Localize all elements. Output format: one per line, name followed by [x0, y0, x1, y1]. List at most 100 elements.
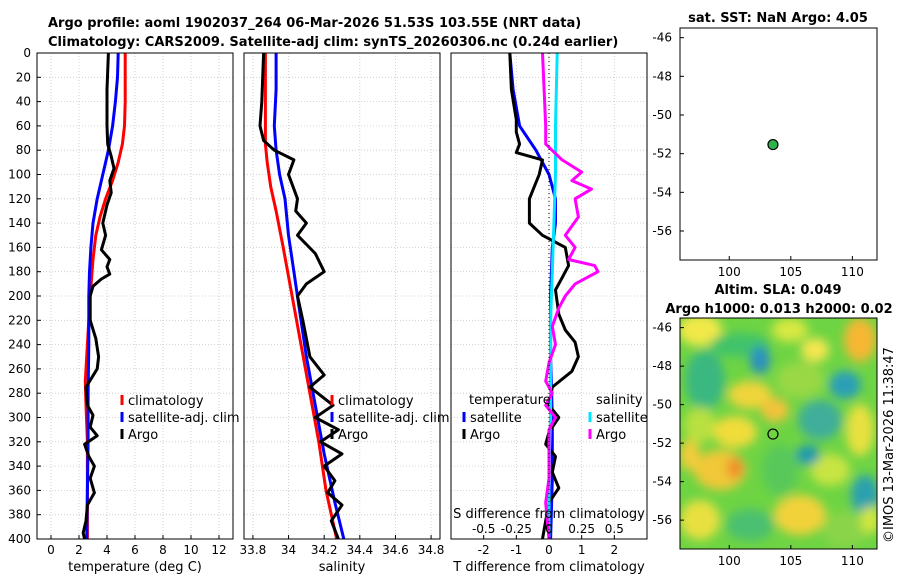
y-tick-label: -56	[652, 513, 672, 527]
sla-patch	[810, 454, 850, 486]
sla-patch	[713, 416, 757, 448]
y-tick-label: 380	[8, 508, 31, 522]
y-tick-label: -48	[652, 359, 672, 373]
y-tick-label: -46	[652, 31, 672, 45]
y-tick-label: 180	[8, 265, 31, 279]
series-line-temperature-satellite	[508, 52, 557, 540]
x-tick-label: 2	[75, 543, 83, 557]
x-tick-label: 0	[47, 543, 55, 557]
salinity-panel: 33.8 34 34.2 34.4 34.6 34.8 climatology satelli…	[240, 52, 450, 557]
x-tick-label: 8	[159, 543, 167, 557]
sla-field	[680, 318, 877, 549]
y-tick-label: -50	[652, 398, 672, 412]
y-tick-label: 140	[8, 216, 31, 230]
sla-patch	[801, 338, 829, 362]
x-tick-label: 0	[545, 543, 553, 557]
argo-position-marker	[767, 138, 779, 151]
sla-patch	[823, 512, 867, 548]
sla-patch	[680, 500, 720, 540]
y-tick-label: 240	[8, 338, 31, 352]
sla-patch	[776, 362, 824, 398]
series-line-climatology	[263, 53, 339, 540]
x-tick-label: 110	[841, 554, 864, 568]
y-tick-label: -50	[652, 108, 672, 122]
sla-patch	[860, 506, 877, 534]
legend-label: climatology	[128, 394, 204, 409]
sla-patch	[829, 371, 861, 399]
legend-label: satellite-adj. clim	[128, 411, 240, 426]
legend-label: Argo	[470, 428, 500, 443]
x-tick-label: 1	[578, 543, 586, 557]
y-tick-label: -48	[652, 69, 672, 83]
x-tick-label: 10	[183, 543, 198, 557]
sla-patch	[727, 458, 743, 478]
y-tick-label: -54	[652, 475, 672, 489]
sla-map-title-line1: Altim. SLA: 0.049	[715, 283, 842, 298]
argo-position-marker	[767, 428, 779, 440]
sla-patch	[726, 509, 774, 541]
sla-patch	[680, 439, 700, 471]
legend-title-salinity: salinity	[596, 393, 643, 408]
series-line-temperature-argo	[508, 52, 580, 540]
x-tick-label: 110	[841, 265, 864, 279]
y-tick-label: 400	[8, 532, 31, 546]
y-tick-label: 280	[8, 386, 31, 400]
sla-patch	[844, 318, 876, 362]
top-tick-label: -0.25	[501, 522, 532, 536]
legend-label: satellite	[596, 411, 648, 426]
legend-label: Argo	[128, 428, 158, 443]
sla-patch	[762, 444, 798, 496]
x-tick-label: -2	[478, 543, 490, 557]
salinity-xlabel: salinity	[319, 560, 366, 575]
y-tick-label: 120	[8, 192, 31, 206]
figure-title-line1: Argo profile: aoml 1902037_264 06-Mar-20…	[48, 16, 581, 31]
sla-patch	[684, 407, 716, 443]
sla-map: 100 105 110 -46 -48 -50 -52 -54 -56	[652, 317, 878, 568]
y-tick-label: 80	[16, 143, 31, 157]
plot-frame	[243, 52, 441, 540]
x-tick-label: 34.4	[346, 543, 373, 557]
series-line-satellite-adj-clim	[85, 52, 120, 540]
x-tick-label: 34.2	[311, 543, 338, 557]
sla-patch	[680, 318, 722, 346]
y-tick-label: 340	[8, 459, 31, 473]
sst-map-title: sat. SST: NaN Argo: 4.05	[688, 11, 868, 26]
difference-top-xlabel: S difference from climatology	[453, 507, 645, 522]
y-tick-label: -52	[652, 436, 672, 450]
x-tick-label: 33.8	[240, 543, 267, 557]
series-line-argo	[81, 52, 116, 540]
y-tick-label: 0	[23, 46, 31, 60]
x-tick-label: 12	[211, 543, 226, 557]
y-tick-label: -52	[652, 147, 672, 161]
y-tick-label: 60	[16, 119, 31, 133]
difference-panel: -2 -1 0 1 2 -0.5 -0.25 0 0.25 0.5 temperature salin…	[450, 52, 648, 557]
sla-patch	[851, 475, 877, 515]
sla-patch	[750, 346, 770, 374]
y-tick-label: 320	[8, 435, 31, 449]
legend-label: satellite-adj. clim	[338, 411, 450, 426]
y-tick-label: -46	[652, 321, 672, 335]
legend-label: satellite	[470, 411, 522, 426]
temperature-xlabel: temperature (deg C)	[68, 560, 202, 575]
plot-area	[244, 53, 440, 539]
series-line-salinity-argo	[541, 52, 600, 540]
plot-frame	[450, 52, 648, 540]
legend-label: Argo	[596, 428, 626, 443]
y-tick-label: 200	[8, 289, 31, 303]
y-tick-label: 260	[8, 362, 31, 376]
sla-patch	[774, 495, 826, 535]
y-tick-label: 360	[8, 483, 31, 497]
top-tick-label: -0.5	[472, 522, 495, 536]
credit-text: ©IMOS 13-Mar-2026 11:38:47	[882, 347, 897, 543]
x-tick-label: 105	[779, 265, 802, 279]
top-tick-label: 0.5	[605, 522, 624, 536]
x-tick-label: 2	[611, 543, 619, 557]
sla-map-title-line2: Argo h1000: 0.013 h2000: 0.02	[665, 302, 892, 317]
x-tick-label: 105	[779, 554, 802, 568]
y-tick-label: 40	[16, 95, 31, 109]
y-tick-label: 20	[16, 70, 31, 84]
map-frame	[679, 27, 878, 261]
y-tick-label: -54	[652, 185, 672, 199]
top-tick-label: 0	[545, 522, 553, 536]
sla-patch	[685, 350, 725, 410]
